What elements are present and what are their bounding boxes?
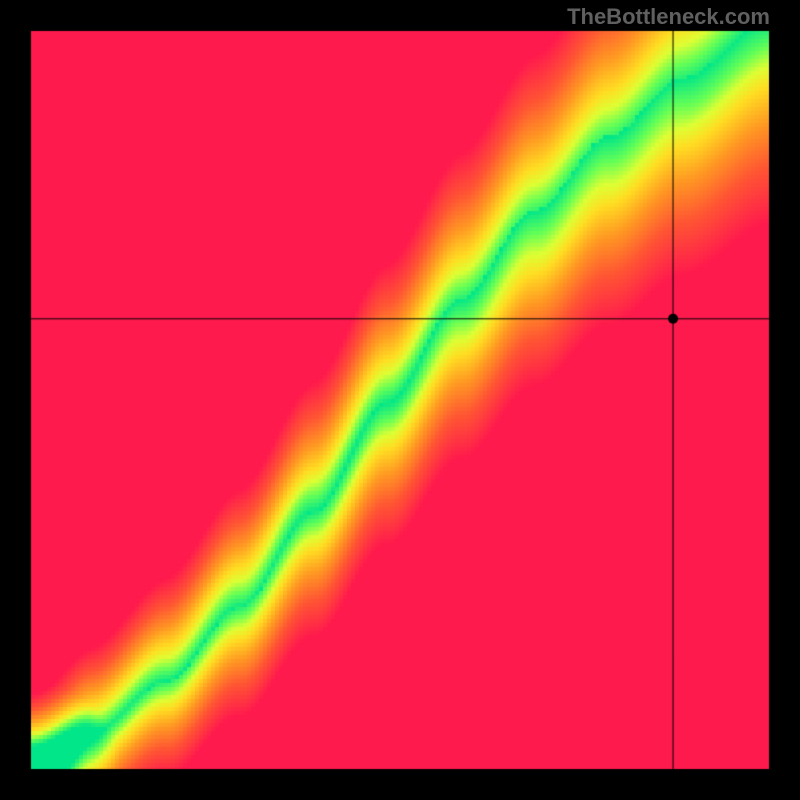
bottleneck-heatmap (0, 0, 800, 800)
chart-container: TheBottleneck.com (0, 0, 800, 800)
watermark-text: TheBottleneck.com (567, 4, 770, 30)
